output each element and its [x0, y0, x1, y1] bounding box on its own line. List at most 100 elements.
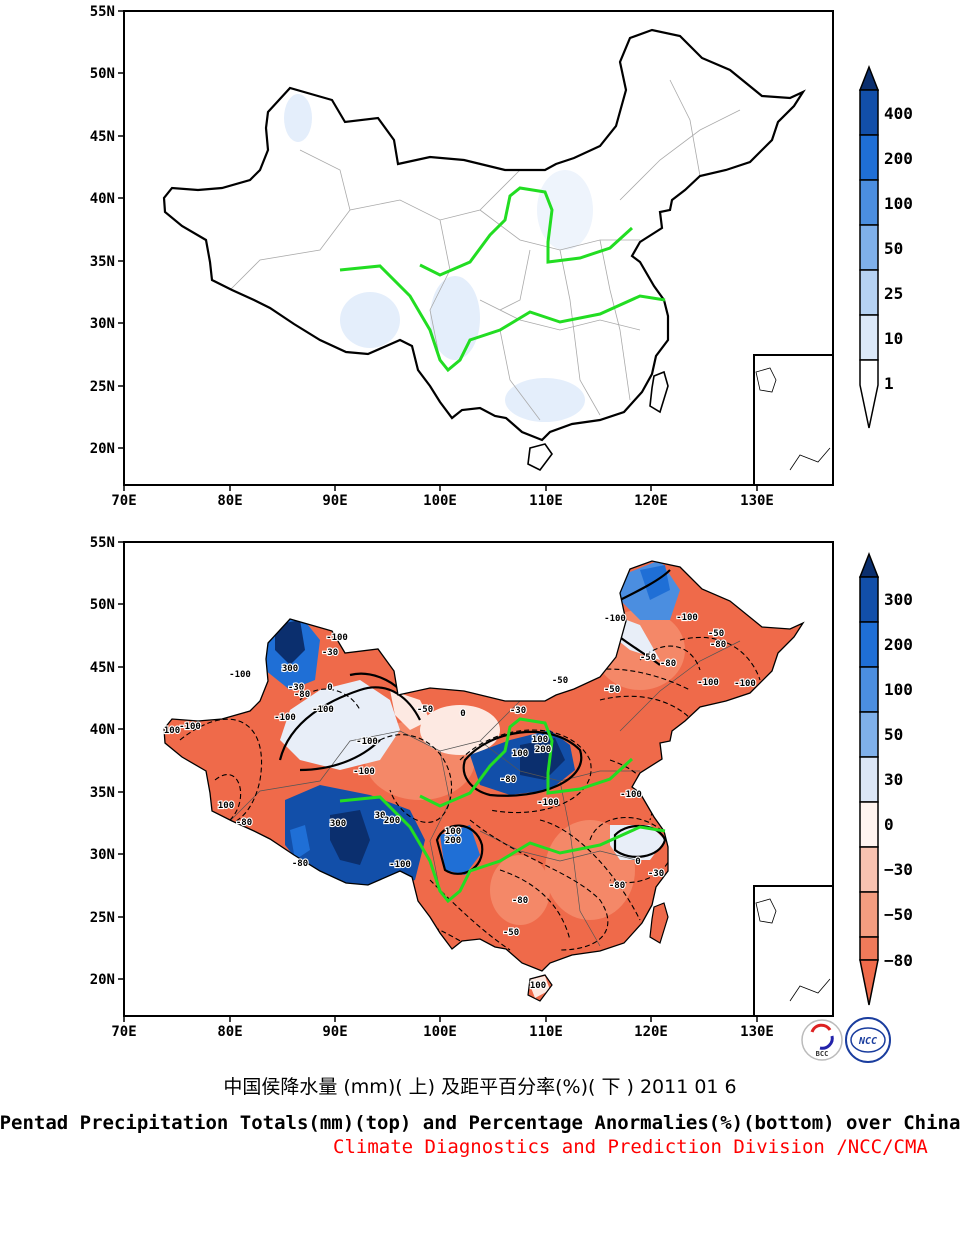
bottom-colorbar-cell — [859, 936, 879, 961]
bottom-lon-label: 80E — [217, 1024, 242, 1040]
contour-label: -100 — [604, 614, 626, 624]
bottom-panel: 300-100-30-100-30 0-80-100 -50 0-1001002001… — [90, 535, 913, 1040]
top-lon-label: 90E — [322, 493, 347, 509]
bottom-lat-label: 50N — [90, 597, 115, 613]
bottom-colorbar-cell — [859, 756, 879, 803]
top-colorbar-label: 25 — [884, 284, 903, 303]
contour-label: -100 — [274, 713, 296, 723]
top-lat-label: 55N — [90, 4, 115, 20]
bottom-colorbar-label: 50 — [884, 725, 903, 744]
caption-english: Pentad Precipitation Totals(mm)(top) and… — [0, 1112, 960, 1134]
bottom-lon-axis: 70E 80E 90E 100E 110E 120E 130E — [111, 1016, 774, 1040]
bottom-rivers — [339, 717, 666, 904]
contour-label: -50 — [417, 705, 433, 715]
top-colorbar-label: 100 — [884, 194, 913, 213]
bottom-lon-label: 90E — [322, 1024, 347, 1040]
top-south-china-sea-inset — [753, 354, 834, 486]
top-lat-label: 25N — [90, 379, 115, 395]
ncc-logo: NCC — [845, 1017, 891, 1063]
bottom-lat-label: 45N — [90, 660, 115, 676]
bottom-colorbar-label: 200 — [884, 635, 913, 654]
bottom-lat-axis: 55N 50N 45N 40N 35N 30N 25N 20N — [90, 535, 124, 988]
top-lat-label: 40N — [90, 191, 115, 207]
contour-label: -30 — [322, 648, 338, 658]
top-precip-shading — [284, 94, 593, 422]
bcc-logo-text: BCC — [816, 1050, 829, 1058]
top-colorbar-label: 50 — [884, 239, 903, 258]
bottom-colorbar-cell — [859, 621, 879, 668]
top-lat-label: 50N — [90, 66, 115, 82]
top-lat-label: 45N — [90, 129, 115, 145]
ncc-logo-text: NCC — [858, 1036, 877, 1047]
contour-label: -100 — [389, 860, 411, 870]
top-province-lines — [229, 79, 741, 421]
bottom-colorbar-label: −50 — [884, 905, 913, 924]
top-colorbar-cell — [859, 224, 879, 271]
contour-label: 300 — [330, 819, 346, 829]
bottom-lon-label: 110E — [529, 1024, 563, 1040]
bottom-colorbar-label: 30 — [884, 770, 903, 789]
contour-label: -100 — [312, 705, 334, 715]
bottom-lon-label: 70E — [111, 1024, 136, 1040]
top-colorbar-cell — [859, 359, 879, 429]
contour-label: 0 — [327, 683, 332, 693]
contour-label: -100 — [353, 767, 375, 777]
top-lon-label: 70E — [111, 493, 136, 509]
contour-label: -30 — [288, 683, 304, 693]
bottom-colorbar-cell — [859, 959, 879, 1006]
top-lon-label: 100E — [423, 493, 457, 509]
bottom-lat-label: 40N — [90, 722, 115, 738]
top-lon-label: 120E — [634, 493, 668, 509]
top-panel: 55N 50N 45N 40N 35N 30N 25N 20N 70E 80E … — [90, 4, 913, 509]
top-colorbar-label: 1 — [884, 374, 894, 393]
bottom-lon-label: 120E — [634, 1024, 668, 1040]
bottom-colorbar-cell — [858, 551, 880, 578]
contour-label: -80 — [236, 818, 252, 828]
contour-label: 0 — [460, 709, 465, 719]
bottom-colorbar-label: −80 — [884, 951, 913, 970]
contour-label: -80 — [500, 775, 516, 785]
top-colorbar-cell — [859, 179, 879, 226]
top-colorbar-label: 200 — [884, 149, 913, 168]
contour-label: -100 — [537, 798, 559, 808]
top-lat-label: 20N — [90, 441, 115, 457]
bottom-colorbar: 300 200 100 50 30 0 −30 −50 −80 — [858, 551, 913, 1006]
contour-label: 30 — [375, 811, 386, 821]
contour-label: -100 — [620, 790, 642, 800]
contour-label: -80 — [710, 640, 726, 650]
bottom-lat-label: 30N — [90, 847, 115, 863]
contour-label: -80 — [609, 881, 625, 891]
contour-label: -50 — [640, 653, 656, 663]
bottom-colorbar-label: 0 — [884, 815, 894, 834]
contour-label: -100 — [326, 633, 348, 643]
contour-label: -80 — [292, 859, 308, 869]
top-lat-label: 30N — [90, 316, 115, 332]
top-lon-label: 80E — [217, 493, 242, 509]
contour-label: 100 — [530, 981, 546, 991]
contour-label: -100 — [356, 737, 378, 747]
bottom-lat-label: 55N — [90, 535, 115, 551]
top-colorbar-cell — [859, 269, 879, 316]
contour-label: -30 — [648, 869, 664, 879]
top-lat-label: 35N — [90, 254, 115, 270]
contour-label: -50 — [708, 629, 724, 639]
contour-label: 100 — [512, 749, 528, 759]
top-lon-axis: 70E 80E 90E 100E 110E 120E 130E — [111, 485, 774, 509]
bottom-colorbar-cell — [859, 576, 879, 623]
contour-label: -100 — [676, 613, 698, 623]
contour-labels: 300 -100 -30 -100 -30 0 -80 -100 -50 0 -100 100 200 1… — [163, 612, 757, 992]
bcc-logo: BCC — [801, 1019, 843, 1061]
contour-label: -80 — [512, 896, 528, 906]
top-colorbar-cell — [859, 314, 879, 361]
contour-label: -30 — [510, 706, 526, 716]
contour-label: 200 — [535, 745, 551, 755]
bottom-lon-label: 100E — [423, 1024, 457, 1040]
contour-label: -80 — [660, 659, 676, 669]
bottom-lat-label: 25N — [90, 910, 115, 926]
bottom-lon-label: 130E — [740, 1024, 774, 1040]
bottom-colorbar-cell — [859, 846, 879, 893]
contour-label: 100 — [445, 827, 461, 837]
contour-label: -100 — [734, 679, 756, 689]
contour-label: -100 — [179, 722, 201, 732]
